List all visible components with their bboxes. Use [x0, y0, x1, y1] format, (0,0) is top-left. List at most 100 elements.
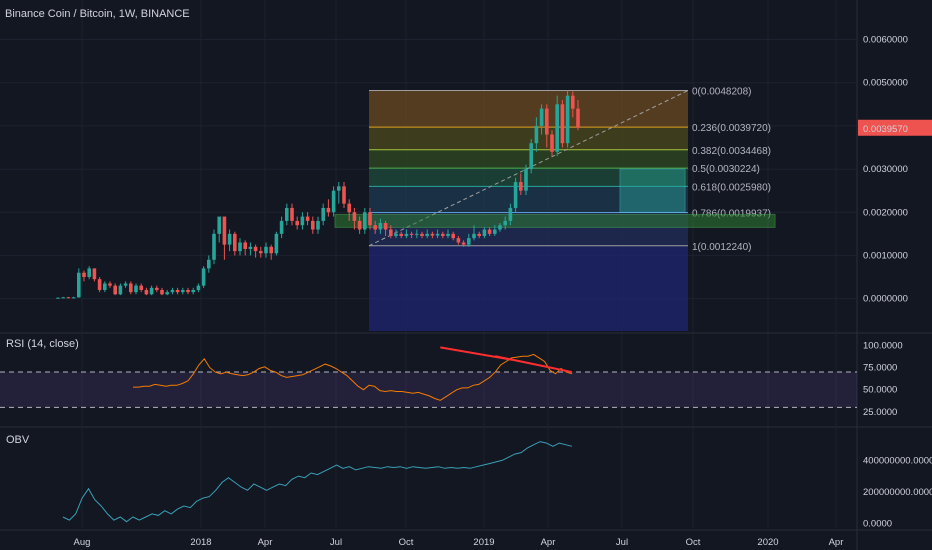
time-tick-label: Oct [399, 537, 414, 548]
fib-level-label: 0.5(0.0030224) [692, 164, 760, 175]
time-tick-label: 2020 [757, 537, 778, 548]
fibonacci-retracement[interactable]: 0(0.0048208) 0.236(0.0039720) 0.382(0.0034… [334, 86, 776, 331]
candle-body [253, 246, 258, 252]
target-box [619, 168, 686, 213]
candle-body [498, 225, 502, 230]
candle-body [493, 229, 497, 234]
fib-level-label: 0.618(0.0025980) [692, 182, 771, 193]
candle-body [316, 220, 320, 230]
candle-body [134, 285, 138, 293]
candle-body [383, 223, 388, 230]
time-tick-label: Aug [74, 537, 91, 548]
candle-body [534, 125, 539, 144]
rsi-tick-label: 100.0000 [863, 341, 903, 352]
fib-zone [369, 186, 688, 213]
candle-body [394, 233, 398, 237]
chart-title: Binance Coin / Bitcoin, 1W, BINANCE [5, 8, 190, 20]
obv-tick-label: 400000000.0000 [863, 455, 932, 466]
support-zone [334, 213, 776, 228]
fib-level-label: 0.236(0.0039720) [692, 123, 771, 134]
candle-body [279, 220, 284, 234]
candle-body [285, 207, 289, 221]
candle-body [550, 134, 554, 152]
candle-body [123, 283, 128, 286]
candle-body [113, 285, 117, 295]
price-tick-label: 0.0030000 [863, 164, 908, 175]
candle-body [560, 104, 565, 144]
candle-body [170, 289, 175, 293]
candle-body [529, 143, 533, 170]
rsi-line [133, 353, 573, 401]
candle-body [175, 289, 180, 293]
candle-body [420, 233, 424, 237]
rsi-panel: RSI (14, close) [0, 338, 857, 408]
candle-body [212, 233, 216, 260]
candle-body [269, 246, 273, 254]
rsi-tick-label: 75.0000 [863, 363, 897, 374]
candle-body [191, 289, 195, 293]
candle-body [487, 229, 492, 234]
fib-zone [369, 168, 688, 187]
fib-level-label: 0.382(0.0034468) [692, 146, 771, 157]
candle-body [139, 285, 143, 290]
time-tick-label: Jul [330, 537, 342, 548]
candle-body [201, 268, 206, 286]
current-price-label: 0.0039570 [863, 124, 908, 135]
candle-body [357, 220, 362, 230]
price-tick-label: 0.0020000 [863, 207, 908, 218]
fib-level-label: 0(0.0048208) [692, 86, 752, 97]
candle-body [571, 95, 575, 109]
candle-body [539, 108, 544, 126]
current-price-badge [858, 119, 932, 136]
candle-body [415, 233, 419, 235]
price-tick-label: 0.0010000 [863, 250, 908, 261]
candle-body [155, 287, 159, 290]
obv-panel: OBV [6, 434, 573, 523]
candle-body [482, 229, 487, 237]
time-tick-label: Apr [829, 537, 844, 548]
candle-body [238, 242, 242, 252]
candle-body [103, 283, 107, 290]
axes: 0.00600000.00500000.00400000.00300000.00… [74, 35, 932, 548]
candle-body [71, 297, 76, 299]
candle-body [368, 212, 372, 226]
time-tick-label: Apr [258, 537, 273, 548]
candle-body [435, 233, 440, 236]
candle-body [378, 223, 383, 230]
rsi-band [0, 372, 857, 408]
candle-body [181, 289, 185, 293]
rsi-tick-label: 25.0000 [863, 407, 897, 418]
obv-title: OBV [6, 434, 30, 446]
time-tick-label: Jul [616, 537, 628, 548]
candle-body [363, 212, 367, 230]
candle-body [545, 108, 549, 135]
candle-body [477, 233, 481, 237]
candle-body [331, 190, 336, 213]
candle-body [404, 233, 409, 237]
candle-body [118, 285, 123, 295]
price-tick-label: 0.0050000 [863, 78, 908, 89]
candle-body [519, 182, 523, 191]
candle-body [326, 207, 331, 213]
candle-body [196, 285, 201, 290]
candle-body [467, 238, 471, 245]
candlestick-series [56, 90, 580, 299]
candle-body [503, 220, 507, 226]
candle-body [311, 220, 315, 230]
candle-body [409, 233, 414, 235]
price-tick-label: 0.0000000 [863, 294, 908, 305]
candle-body [352, 212, 357, 221]
candle-body [186, 289, 190, 293]
candle-body [233, 233, 237, 252]
obv-tick-label: 200000000.0000 [863, 487, 932, 498]
time-tick-label: Oct [686, 537, 701, 548]
candle-body [248, 246, 253, 249]
candle-body [456, 238, 461, 243]
candle-body [56, 297, 60, 299]
candle-body [337, 186, 341, 191]
candle-body [144, 289, 149, 295]
candle-body [524, 169, 528, 191]
candle-body [441, 233, 445, 237]
fib-zone [369, 245, 688, 331]
